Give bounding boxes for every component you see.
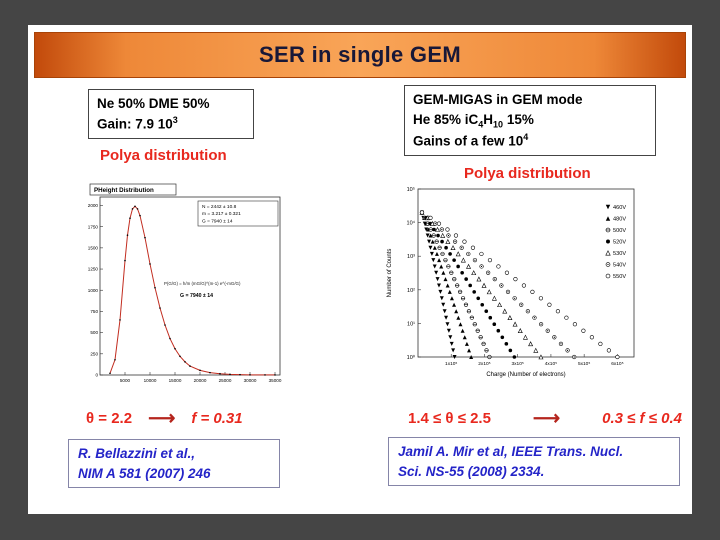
f-value: f = 0.31 — [191, 410, 243, 427]
left-chart: 0 250 500 750 1000 1250 1500 1750 2000 5000 10000 1… — [72, 181, 287, 399]
svg-text:2x10⁵: 2x10⁵ — [478, 361, 490, 367]
svg-text:0: 0 — [95, 373, 98, 378]
svg-text:10⁴: 10⁴ — [407, 220, 416, 227]
svg-text:500V: 500V — [613, 228, 626, 234]
svg-text:PHeight Distribution: PHeight Distribution — [94, 187, 154, 194]
svg-text:G = 7940 ± 14: G = 7940 ± 14 — [180, 293, 213, 299]
page-title: SER in single GEM — [259, 42, 461, 67]
right-result-row: 1.4 ≤ θ ≤ 2.5 ⟶ 0.3 ≤ f ≤ 0.4 — [408, 409, 682, 428]
svg-text:250: 250 — [90, 351, 98, 356]
svg-text:10⁰: 10⁰ — [407, 354, 416, 361]
right-citation-box: Jamil A. Mir et al, IEEE Trans. Nucl. Sc… — [388, 437, 680, 487]
svg-text:2000: 2000 — [88, 203, 99, 208]
right-arrow-icon: ⟶ — [148, 408, 176, 429]
right-arrow-icon: ⟶ — [532, 408, 561, 429]
theta-value: θ = 2.2 — [86, 410, 133, 427]
svg-text:520V: 520V — [613, 240, 626, 246]
svg-text:550V: 550V — [613, 274, 626, 280]
svg-text:460V: 460V — [613, 205, 626, 211]
svg-text:3x10⁵: 3x10⁵ — [511, 361, 523, 367]
svg-text:G = 7940 ± 14: G = 7940 ± 14 — [202, 218, 233, 224]
left-polya-label: Polya distribution — [100, 147, 227, 164]
gas-mixture-label: Ne 50% DME 50% — [97, 96, 210, 111]
left-citation-box: R. Bellazzini et al., NIM A 581 (2007) 2… — [68, 439, 280, 489]
citation-line: Jamil A. Mir et al, IEEE Trans. Nucl. — [398, 444, 624, 459]
svg-text:1500: 1500 — [88, 245, 99, 250]
svg-text:480V: 480V — [613, 217, 626, 223]
gain-exponent: 3 — [172, 114, 178, 125]
svg-text:1x10⁵: 1x10⁵ — [445, 361, 457, 367]
gas-mixture-label: He 85% iC4H10 15% — [413, 111, 534, 130]
svg-text:4x10⁵: 4x10⁵ — [545, 361, 557, 367]
polya-histogram-svg: 0 250 500 750 1000 1250 1500 1750 2000 5000 10000 1… — [88, 183, 282, 383]
citation-line: NIM A 581 (2007) 246 — [78, 465, 211, 481]
theta-range-value: 1.4 ≤ θ ≤ 2.5 — [408, 410, 491, 427]
left-result-row: θ = 2.2 ⟶ f = 0.31 — [86, 409, 243, 428]
svg-text:10²: 10² — [407, 288, 415, 294]
svg-text:530V: 530V — [613, 251, 626, 257]
gains-label: Gains of a few 104 — [413, 132, 529, 149]
svg-text:P(G/G) = h/m (mG/G)^(m-1) e^(-: P(G/G) = h/m (mG/G)^(m-1) e^(-mG/G) — [164, 281, 241, 286]
svg-text:10¹: 10¹ — [407, 321, 415, 327]
svg-text:35000: 35000 — [269, 378, 282, 383]
svg-text:1750: 1750 — [88, 224, 99, 229]
svg-text:20000: 20000 — [194, 378, 207, 383]
svg-text:6x10⁵: 6x10⁵ — [611, 361, 623, 367]
svg-text:25000: 25000 — [219, 378, 232, 383]
svg-text:750: 750 — [90, 309, 98, 314]
svg-text:10⁵: 10⁵ — [407, 186, 415, 193]
right-chart: 10⁰ 10¹ 10² 10³ 10⁴ 10⁵ 1x10⁵ 2x10⁵ 3x10⁵ 4x10⁵ 5x… — [382, 181, 652, 399]
gain-exponent: 4 — [523, 132, 529, 143]
svg-text:30000: 30000 — [244, 378, 257, 383]
citation-line: Sci. NS-55 (2008) 2334. — [398, 463, 545, 479]
slide: SER in single GEM Ne 50% DME 50% Gain: 7… — [28, 25, 692, 514]
polya-log-scatter-svg: 10⁰ 10¹ 10² 10³ 10⁴ 10⁵ 1x10⁵ 2x10⁵ 3x10⁵ 4x10⁵ 5x… — [387, 186, 635, 378]
subscript: 4 — [478, 119, 484, 130]
f-range-value: 0.3 ≤ f ≤ 0.4 — [602, 410, 682, 427]
right-gas-info-box: GEM-MIGAS in GEM mode He 85% iC4H10 15% … — [404, 85, 656, 157]
svg-text:10³: 10³ — [407, 254, 415, 260]
gain-label: Gain: 7.9 103 — [97, 114, 178, 132]
svg-text:1250: 1250 — [88, 267, 99, 272]
citation-line: R. Bellazzini et al., — [78, 446, 196, 461]
subscript: 10 — [493, 119, 504, 130]
left-gas-info-box: Ne 50% DME 50% Gain: 7.9 103 — [88, 89, 254, 139]
svg-text:Number of Counts: Number of Counts — [387, 249, 393, 298]
svg-text:10000: 10000 — [144, 378, 157, 383]
svg-text:1000: 1000 — [88, 288, 99, 293]
svg-text:5x10⁵: 5x10⁵ — [578, 361, 590, 367]
svg-text:Charge (Number of electrons): Charge (Number of electrons) — [486, 372, 565, 378]
detector-mode-label: GEM-MIGAS in GEM mode — [413, 92, 583, 107]
svg-text:500: 500 — [90, 330, 98, 335]
svg-text:15000: 15000 — [169, 378, 182, 383]
svg-text:540V: 540V — [613, 263, 626, 269]
svg-text:m = 3.217 ± 0.321: m = 3.217 ± 0.321 — [202, 211, 241, 217]
slide-title-banner: SER in single GEM — [34, 32, 686, 78]
svg-text:N = 2442 ± 10.8: N = 2442 ± 10.8 — [202, 204, 237, 210]
right-polya-label: Polya distribution — [464, 165, 591, 182]
svg-text:5000: 5000 — [120, 378, 131, 383]
